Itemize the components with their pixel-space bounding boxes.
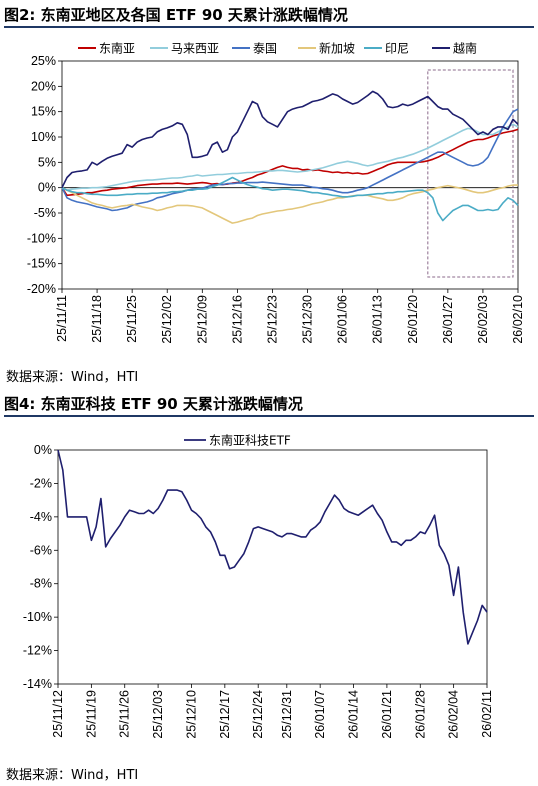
x-tick-label: 25/12/31 — [280, 690, 294, 739]
figure-1-title-rule — [4, 26, 534, 28]
y-tick-label: -10% — [27, 231, 56, 245]
x-tick-label: 25/12/09 — [195, 295, 209, 344]
chart-1-legend: 东南亚 马来西亚 泰国 新加坡 印尼 越南 — [78, 41, 477, 56]
x-tick-label: 26/01/07 — [313, 690, 327, 739]
y-tick-label: 15% — [31, 105, 56, 119]
x-tick-label: 25/12/16 — [230, 295, 244, 344]
x-tick-label: 26/02/10 — [511, 295, 525, 344]
x-tick-label: 25/12/30 — [301, 295, 315, 344]
y-tick-label: -5% — [34, 206, 56, 220]
chart-1-series — [61, 90, 519, 224]
y-tick-label: -20% — [27, 282, 56, 296]
legend-label-2: 泰国 — [253, 42, 277, 56]
chart-2-tech-etf-90day-change: -14% -12% -10% -8% -6% -4% -2% 0% 25/11/12 25/11/… — [23, 433, 494, 739]
y-tick-label: 5% — [38, 155, 56, 169]
y-tick-label: 20% — [31, 79, 56, 93]
y-tick-label: -14% — [23, 677, 52, 691]
chart-2-legend: 东南亚科技ETF — [184, 433, 291, 448]
y-tick-label: 25% — [31, 54, 56, 68]
x-tick-label: 26/01/14 — [347, 690, 361, 739]
y-tick-label: -8% — [30, 577, 52, 591]
x-tick-label: 25/12/24 — [251, 690, 265, 739]
y-tick-label: 10% — [31, 130, 56, 144]
x-tick-label: 26/02/11 — [480, 690, 494, 738]
y-tick-label: -2% — [30, 476, 52, 490]
y-tick-label: 0% — [34, 443, 52, 457]
y-tick-label: 0% — [38, 181, 56, 195]
figure-2-source: 数据来源：Wind，HTI — [6, 768, 139, 783]
series-line-1 — [61, 123, 519, 191]
series-line-2 — [61, 108, 519, 212]
y-tick-label: -10% — [23, 610, 52, 624]
series-line-5 — [61, 90, 519, 189]
x-tick-label: 26/02/04 — [447, 690, 461, 739]
x-tick-label: 26/01/13 — [371, 295, 385, 344]
figure-1-source: 数据来源：Wind，HTI — [6, 370, 139, 385]
series-line-0 — [61, 128, 519, 197]
chart-1-etf-90day-change: -20% -15% -10% -5% 0% 5% 10% 15% 20% 25% 25/11/11 2… — [27, 41, 525, 344]
legend-label-5: 越南 — [453, 41, 477, 56]
legend-label-4: 印尼 — [385, 42, 409, 56]
legend-label-3: 新加坡 — [319, 41, 355, 56]
y-tick-label: -15% — [27, 257, 56, 271]
y-tick-label: -4% — [30, 510, 52, 524]
plot-area-frame — [61, 60, 519, 290]
legend-label-0: 东南亚 — [99, 41, 135, 56]
x-tick-label: 26/01/21 — [380, 690, 394, 739]
x-tick-label: 25/12/23 — [265, 295, 279, 344]
x-tick-label: 25/12/10 — [184, 690, 198, 739]
series-line-4 — [61, 176, 519, 222]
x-tick-label: 25/11/18 — [90, 295, 104, 343]
x-tick-label: 25/11/11 — [55, 295, 69, 342]
x-tick-label: 26/02/03 — [476, 295, 490, 344]
highlight-dashed-box — [427, 69, 514, 278]
x-tick-label: 25/11/19 — [84, 690, 98, 738]
chart-2-axes: -14% -12% -10% -8% -6% -4% -2% 0% 25/11/12 25/11/… — [23, 443, 494, 739]
y-tick-label: -6% — [30, 543, 52, 557]
legend-label-1: 马来西亚 — [171, 42, 219, 56]
x-tick-label: 25/12/17 — [218, 690, 232, 739]
x-tick-label: 26/01/06 — [336, 295, 350, 344]
chart-1-axes: -20% -15% -10% -5% 0% 5% 10% 15% 20% 25% 25/11/11 2… — [27, 54, 525, 344]
y-tick-label: -12% — [23, 644, 52, 658]
legend-label-0: 东南亚科技ETF — [209, 433, 291, 448]
x-tick-label: 25/12/02 — [160, 295, 174, 344]
x-tick-label: 26/01/20 — [406, 295, 420, 344]
figure-2-title: 图4: 东南亚科技 ETF 90 天累计涨跌幅情况 — [4, 395, 303, 413]
x-tick-label: 25/11/25 — [125, 295, 139, 343]
figure-2-title-rule — [4, 415, 534, 417]
x-tick-label: 26/01/27 — [441, 295, 455, 344]
series-line-3 — [61, 184, 518, 224]
x-tick-label: 25/11/12 — [51, 690, 65, 738]
figure-1-title: 图2: 东南亚地区及各国 ETF 90 天累计涨跌幅情况 — [4, 6, 348, 24]
x-tick-label: 25/11/26 — [118, 690, 132, 738]
series-line-0 — [57, 449, 488, 645]
x-tick-label: 25/12/03 — [151, 690, 165, 739]
plot-area-frame — [57, 449, 488, 685]
chart-2-series — [57, 449, 488, 645]
x-tick-label: 26/01/28 — [413, 690, 427, 739]
